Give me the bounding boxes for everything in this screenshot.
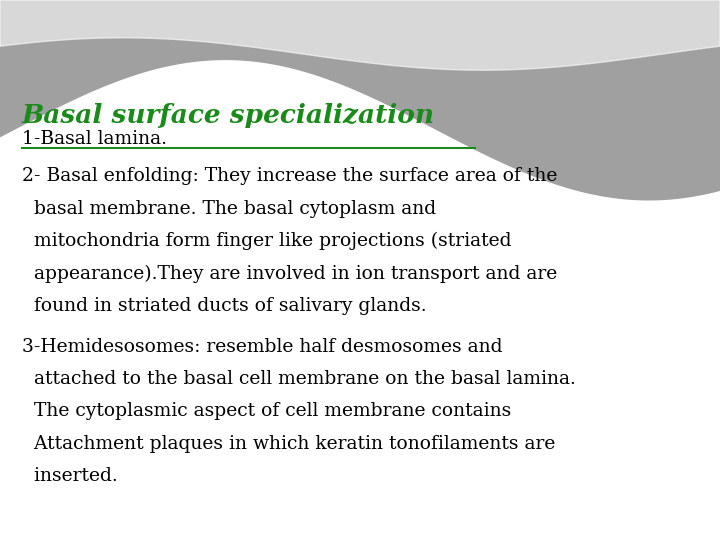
Text: 1-Basal lamina.: 1-Basal lamina. <box>22 130 166 147</box>
Text: found in striated ducts of salivary glands.: found in striated ducts of salivary glan… <box>22 297 426 315</box>
Text: attached to the basal cell membrane on the basal lamina.: attached to the basal cell membrane on t… <box>22 370 575 388</box>
Text: Basal surface specialization: Basal surface specialization <box>22 103 435 127</box>
Text: Attachment plaques in which keratin tonofilaments are: Attachment plaques in which keratin tono… <box>22 435 555 453</box>
Text: mitochondria form finger like projections (striated: mitochondria form finger like projection… <box>22 232 511 251</box>
Text: inserted.: inserted. <box>22 467 117 485</box>
Text: basal membrane. The basal cytoplasm and: basal membrane. The basal cytoplasm and <box>22 200 436 218</box>
Text: appearance).They are involved in ion transport and are: appearance).They are involved in ion tra… <box>22 265 557 283</box>
Text: The cytoplasmic aspect of cell membrane contains: The cytoplasmic aspect of cell membrane … <box>22 402 511 420</box>
Text: 3-Hemidesosomes: resemble half desmosomes and: 3-Hemidesosomes: resemble half desmosome… <box>22 338 502 355</box>
Text: 2- Basal enfolding: They increase the surface area of the: 2- Basal enfolding: They increase the su… <box>22 167 557 185</box>
